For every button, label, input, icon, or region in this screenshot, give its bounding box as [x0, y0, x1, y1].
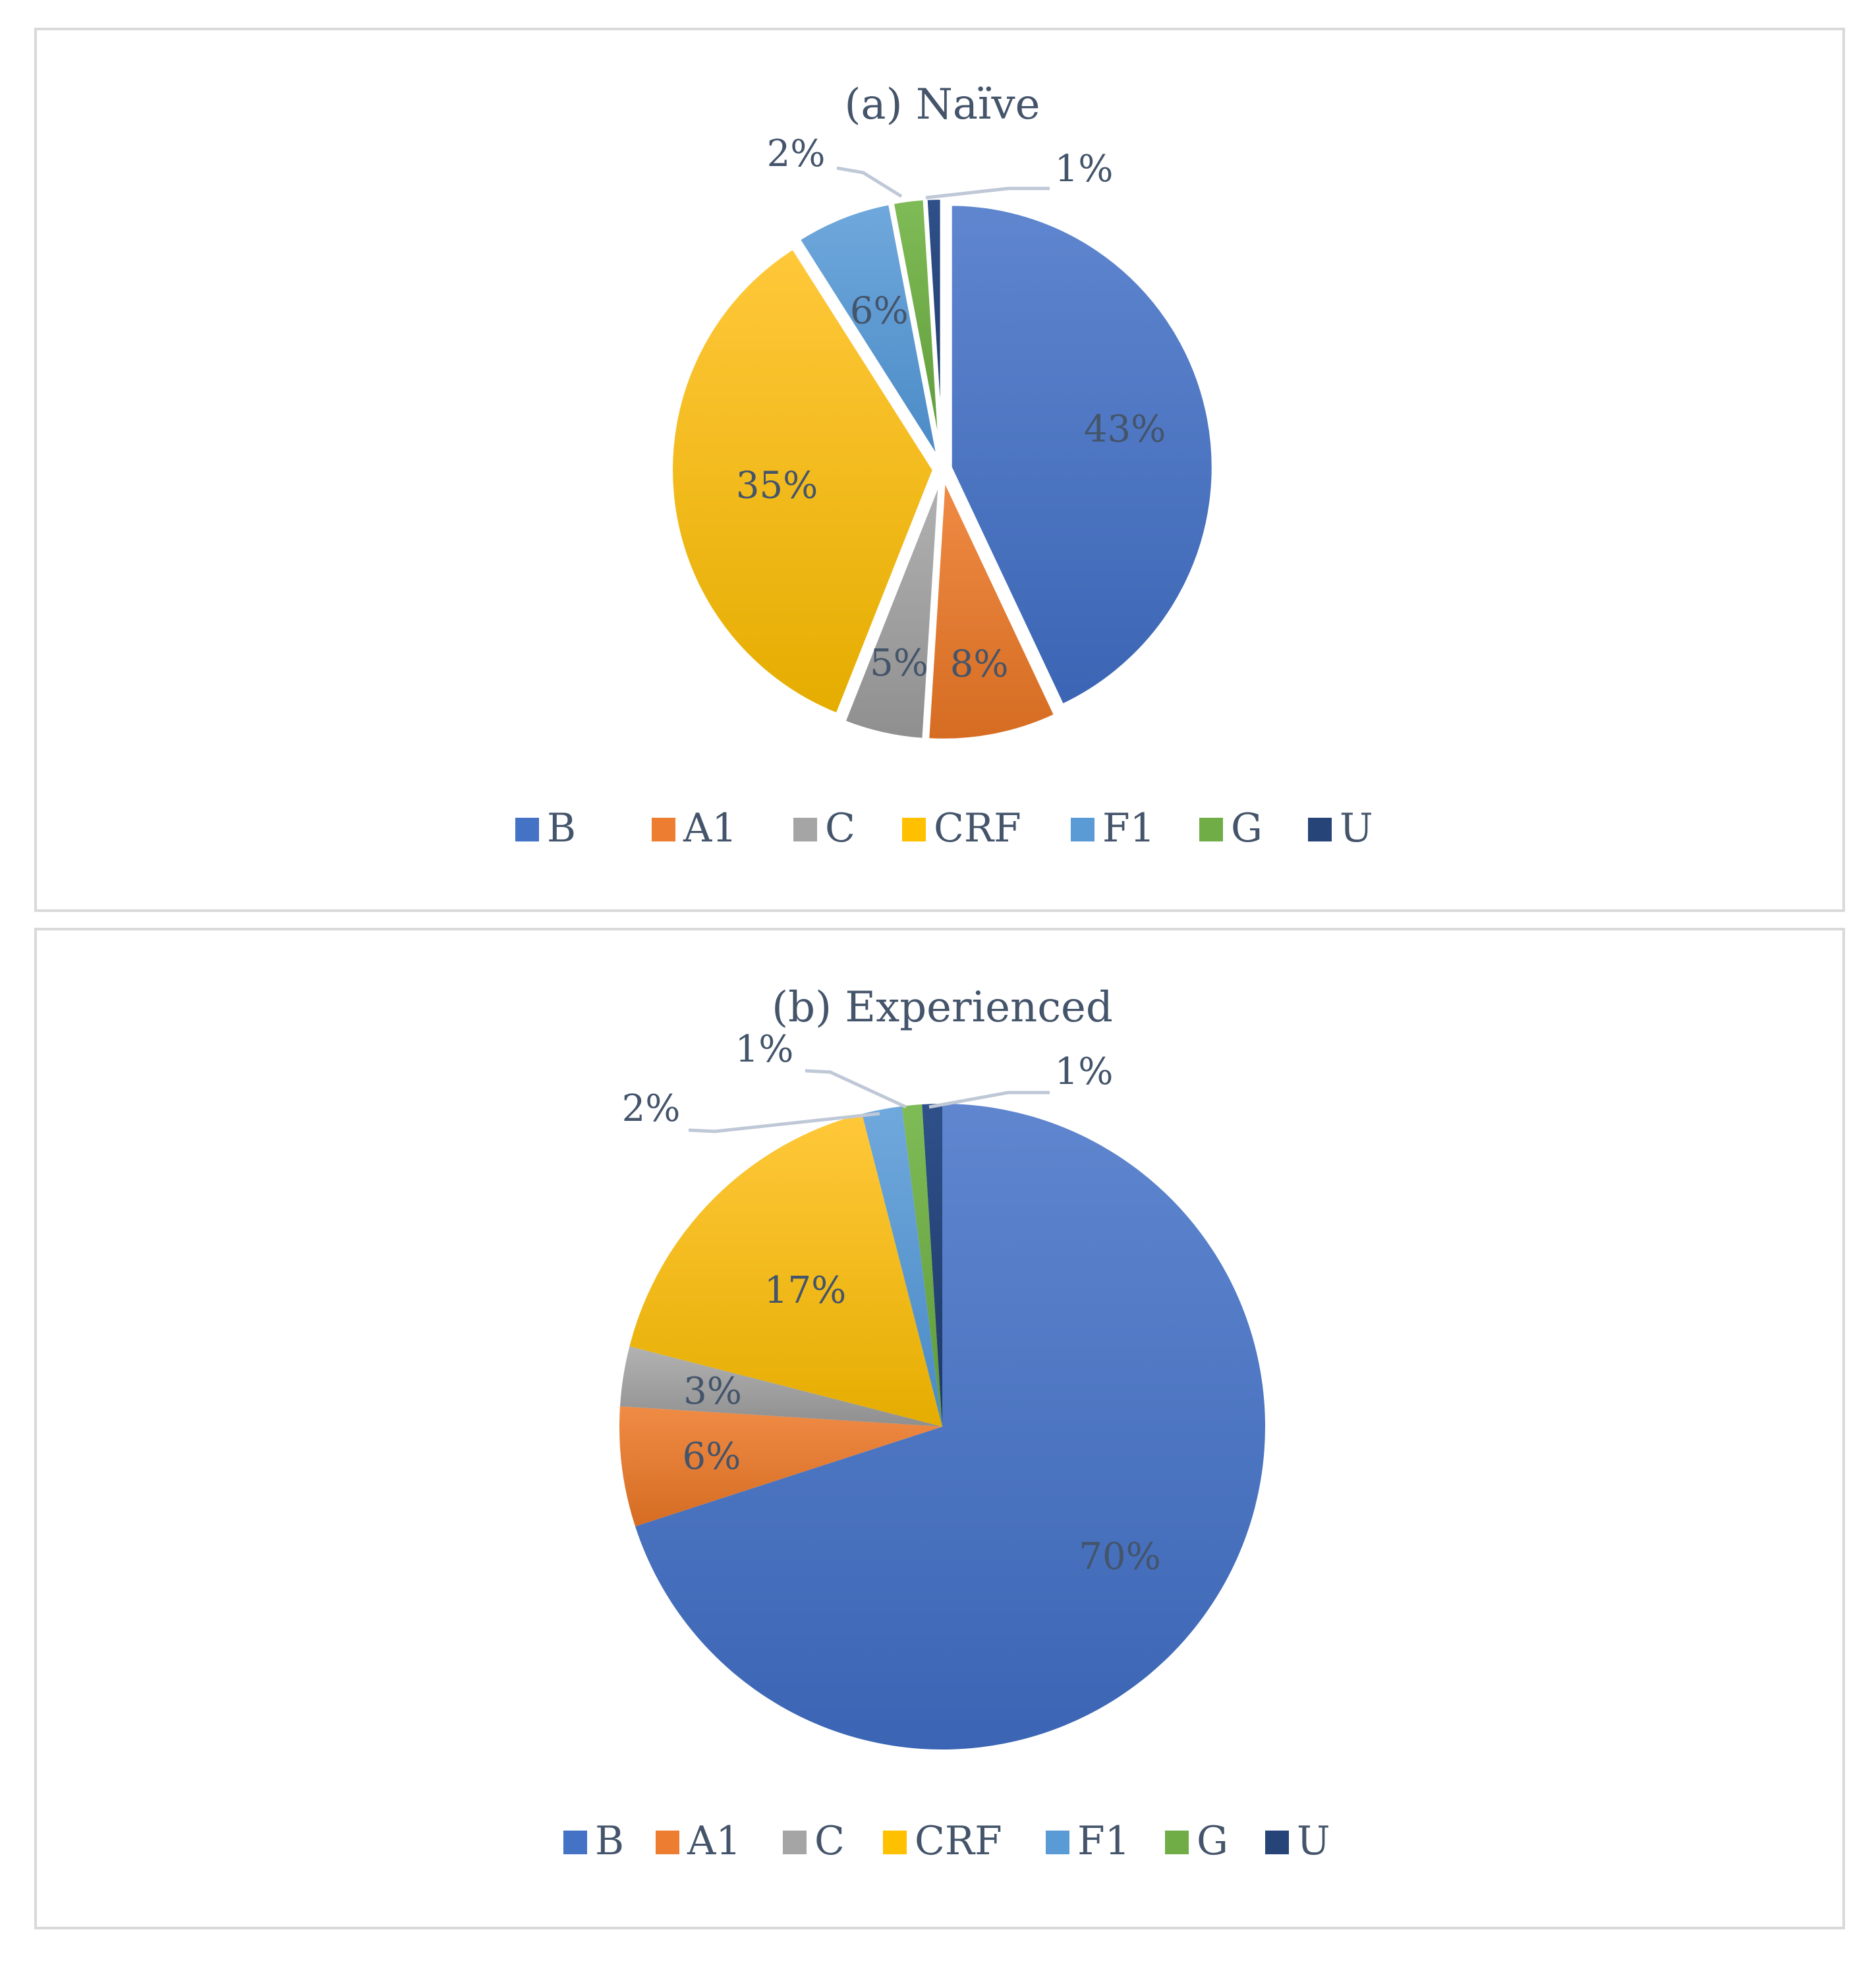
- pie-slice-a1: [619, 1406, 942, 1527]
- legend-label: U: [1340, 805, 1373, 851]
- data-labels: 70% 6% 3% 17% 2% 1% 1%: [622, 1028, 1161, 1578]
- pie-slice-b: [635, 1104, 1265, 1750]
- leader-line: [928, 1091, 1050, 1109]
- legend-label: F1: [1077, 1818, 1130, 1864]
- pie-slices: [669, 196, 1216, 743]
- pie-slice-u: [922, 1104, 942, 1427]
- data-label: 5%: [870, 642, 928, 685]
- legend-label: CRF: [934, 805, 1021, 851]
- data-label: 6%: [683, 1435, 741, 1478]
- legend: B A1 C CRF F1 G U: [563, 1818, 1330, 1864]
- legend-label: C: [825, 805, 855, 851]
- chart-title: (a) Naïve: [844, 80, 1040, 129]
- legend-swatch-g: [1199, 818, 1223, 841]
- legend-swatch-crf: [902, 818, 926, 841]
- legend-swatch-u: [1265, 1831, 1289, 1854]
- legend-label: C: [814, 1818, 845, 1864]
- legend-swatch-crf: [883, 1831, 907, 1854]
- pie-slice-c: [619, 1346, 942, 1427]
- data-label: 2%: [767, 132, 826, 175]
- data-label: 3%: [683, 1370, 742, 1413]
- data-label: 43%: [1084, 408, 1166, 451]
- pie-slice-c: [841, 476, 943, 743]
- legend-label: B: [547, 805, 576, 851]
- leader-line: [925, 186, 1050, 200]
- leader-line: [688, 1112, 880, 1133]
- legend-label: U: [1297, 1818, 1330, 1864]
- chart-title: (b) Experienced: [772, 983, 1113, 1032]
- legend-swatch-b: [515, 818, 539, 841]
- pie-slice-g: [901, 1104, 942, 1427]
- data-label: 8%: [950, 643, 1009, 686]
- data-labels: 43% 8% 5% 35% 6% 2% 1%: [736, 132, 1166, 686]
- legend-label: A1: [683, 805, 737, 851]
- data-label: 17%: [764, 1269, 846, 1312]
- pie-slice-b: [948, 202, 1216, 709]
- pie-slice-crf: [629, 1114, 942, 1427]
- data-label: 6%: [850, 289, 909, 332]
- legend-swatch-c: [793, 818, 817, 841]
- legend-swatch-a1: [656, 1831, 679, 1854]
- data-label: 70%: [1079, 1535, 1160, 1578]
- legend-swatch-u: [1308, 818, 1332, 841]
- pie-slice-f1: [795, 200, 942, 463]
- data-label: 35%: [736, 465, 818, 507]
- leader-line: [805, 1069, 907, 1109]
- legend-label: F1: [1102, 805, 1155, 851]
- pie-slice-a1: [924, 476, 1059, 743]
- legend: B A1 C CRF F1 G U: [515, 805, 1373, 851]
- chart-experienced: (b) Experienced 70% 6% 3% 17% 2% 1% 1% B A1 C CRF…: [563, 983, 1330, 1864]
- pie-slices: [619, 1104, 1265, 1750]
- data-label: 1%: [1055, 1050, 1114, 1093]
- data-label: 2%: [622, 1087, 681, 1130]
- pie-slice-f1: [862, 1106, 942, 1427]
- legend-label: G: [1197, 1818, 1228, 1864]
- legend-swatch-f1: [1046, 1831, 1069, 1854]
- legend-swatch-f1: [1071, 818, 1094, 841]
- legend-swatch-a1: [652, 818, 675, 841]
- data-label: 1%: [735, 1028, 794, 1071]
- legend-swatch-g: [1165, 1831, 1189, 1854]
- chart-panel-naive: [34, 28, 1845, 912]
- legend-swatch-b: [563, 1831, 587, 1854]
- legend-label: G: [1231, 805, 1263, 851]
- chart-naive: (a) Naïve 43% 8% 5% 35% 6% 2% 1% B A1 C CRF F1 G U: [515, 80, 1373, 851]
- legend-label: B: [595, 1818, 624, 1864]
- legend-label: CRF: [915, 1818, 1002, 1864]
- pie-slice-crf: [669, 244, 937, 718]
- data-label: 1%: [1055, 148, 1114, 190]
- leader-line: [836, 166, 903, 198]
- legend-label: A1: [687, 1818, 741, 1864]
- legend-swatch-c: [783, 1831, 807, 1854]
